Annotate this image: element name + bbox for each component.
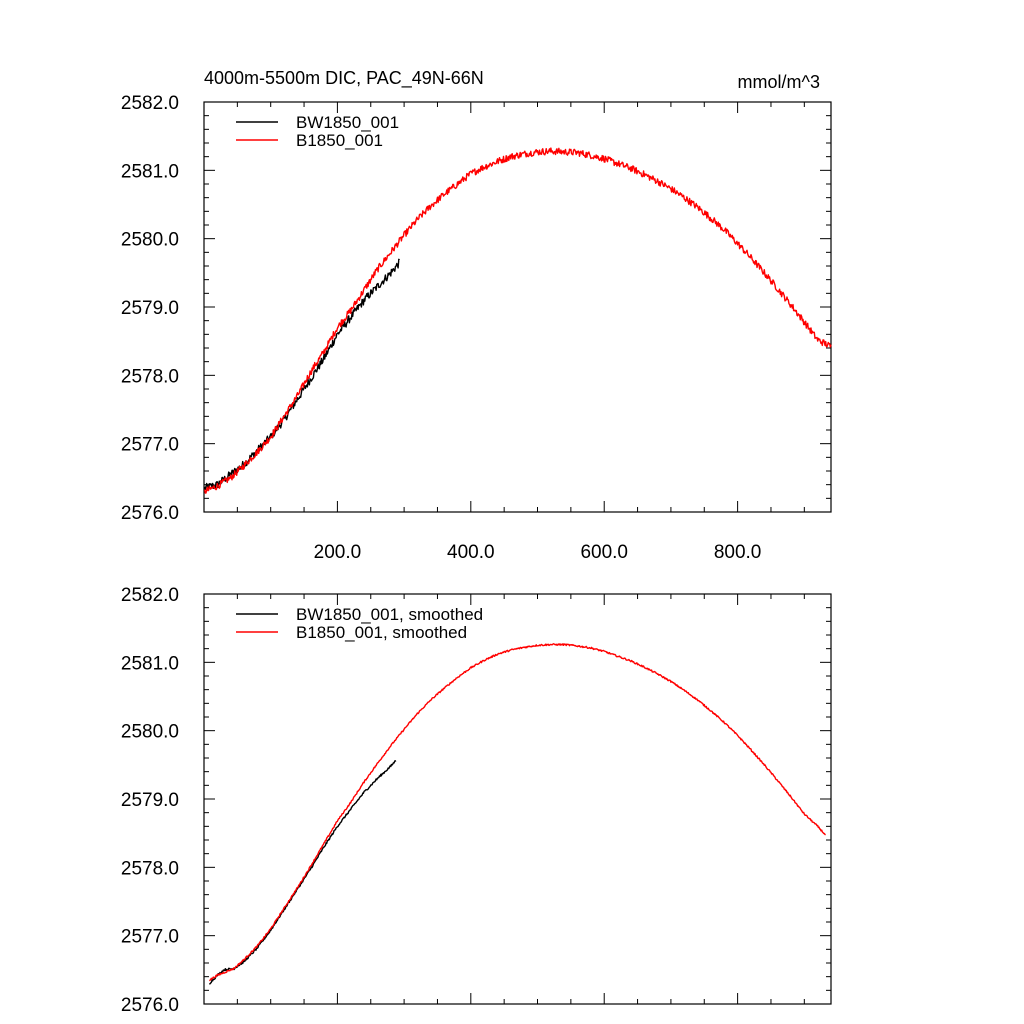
y-tick-label: 2582.0: [121, 93, 179, 114]
chart-title-left: 4000m-5500m DIC, PAC_49N-66N: [204, 68, 484, 89]
y-tick-label: 2577.0: [121, 927, 179, 948]
top-panel: 2576.0 2577.0 2578.0 2579.0 2580.0 2581.0 2582…: [121, 93, 832, 563]
legend-label: BW1850_001: [296, 113, 399, 132]
y-tick-label: 2576.0: [121, 995, 179, 1016]
series-line-000000: [209, 760, 397, 985]
plot-frame: [203, 593, 832, 1005]
y-tick-label: 2579.0: [121, 298, 179, 319]
y-tick-label: 2581.0: [121, 653, 179, 674]
series-line-000000: [204, 258, 400, 491]
y-tick-label: 2578.0: [121, 366, 179, 387]
y-tick-label: 2578.0: [121, 858, 179, 879]
bottom-panel: 2576.0 2577.0 2578.0 2579.0 2580.0 2581.0 2582…: [121, 585, 832, 1016]
series-line-ff0000: [209, 643, 826, 982]
legend-label: B1850_001, smoothed: [296, 623, 467, 642]
series-line-ff0000: [204, 147, 832, 494]
chart-title-right: mmol/m^3: [738, 72, 820, 92]
y-tick-label: 2582.0: [121, 585, 179, 606]
y-tick-label: 2580.0: [121, 722, 179, 743]
y-tick-label: 2579.0: [121, 790, 179, 811]
y-tick-label: 2577.0: [121, 435, 179, 456]
y-tick-label: 2581.0: [121, 161, 179, 182]
x-tick-label: 200.0: [314, 542, 362, 563]
x-tick-label: 400.0: [447, 542, 495, 563]
legend-label: B1850_001: [296, 131, 383, 150]
x-tick-label: 800.0: [714, 542, 762, 563]
legend-label: BW1850_001, smoothed: [296, 605, 483, 624]
y-tick-label: 2576.0: [121, 503, 179, 524]
x-tick-label: 600.0: [580, 542, 628, 563]
plot-frame: [203, 101, 832, 513]
y-tick-label: 2580.0: [121, 230, 179, 251]
